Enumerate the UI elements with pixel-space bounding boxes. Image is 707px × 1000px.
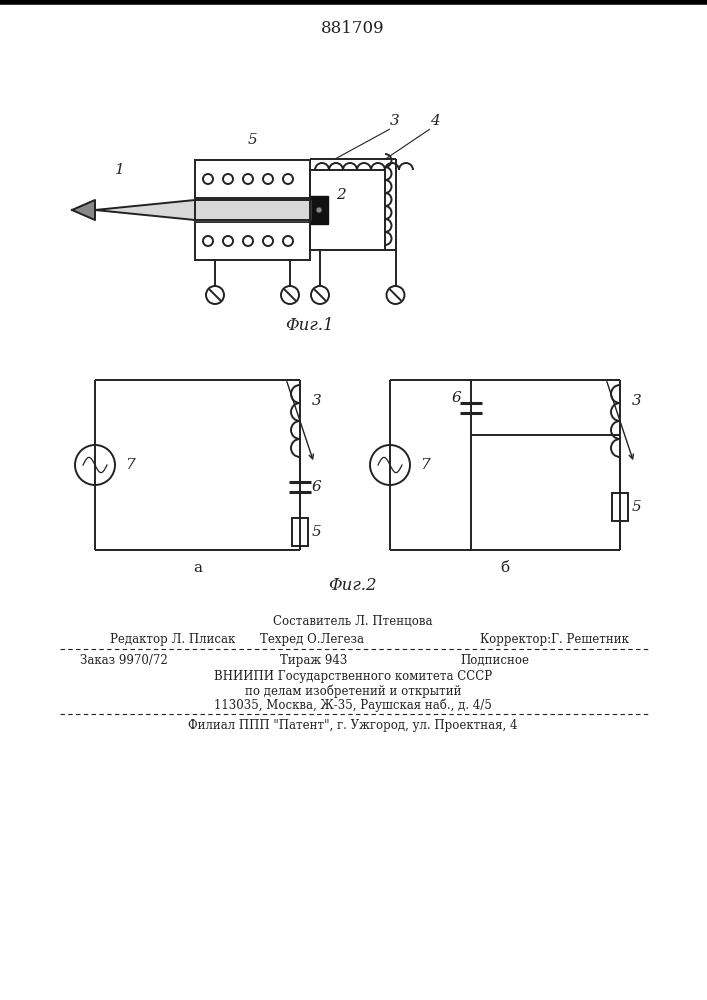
Bar <box>292 518 308 546</box>
Text: 7: 7 <box>125 458 135 472</box>
Text: 4: 4 <box>430 114 440 128</box>
Text: Филиал ППП "Патент", г. Ужгород, ул. Проектная, 4: Филиал ППП "Патент", г. Ужгород, ул. Про… <box>188 719 518 732</box>
Text: 6: 6 <box>312 480 322 494</box>
Text: Корректор:Г. Решетник: Корректор:Г. Решетник <box>480 633 629 646</box>
Bar <box>195 222 310 260</box>
Circle shape <box>281 286 299 304</box>
Circle shape <box>311 286 329 304</box>
Text: 6: 6 <box>452 390 462 404</box>
Text: Редактор Л. Плисак: Редактор Л. Плисак <box>110 633 235 646</box>
Circle shape <box>223 236 233 246</box>
Text: Составитель Л. Птенцова: Составитель Л. Птенцова <box>273 615 433 628</box>
Circle shape <box>263 236 273 246</box>
Text: 7: 7 <box>420 458 430 472</box>
Polygon shape <box>310 196 328 224</box>
Circle shape <box>203 174 213 184</box>
Text: 5: 5 <box>312 525 322 539</box>
Polygon shape <box>195 200 310 220</box>
Circle shape <box>316 207 322 213</box>
Circle shape <box>206 286 224 304</box>
Text: 113035, Москва, Ж-35, Раушская наб., д. 4/5: 113035, Москва, Ж-35, Раушская наб., д. … <box>214 698 492 712</box>
Circle shape <box>370 445 410 485</box>
Text: Заказ 9970/72: Заказ 9970/72 <box>80 654 168 667</box>
Polygon shape <box>72 200 95 220</box>
Text: по делам изобретений и открытий: по делам изобретений и открытий <box>245 684 461 698</box>
Text: б: б <box>501 561 510 575</box>
Circle shape <box>223 174 233 184</box>
Circle shape <box>263 174 273 184</box>
Text: Подписное: Подписное <box>460 654 529 667</box>
Bar <box>612 493 628 521</box>
Circle shape <box>243 174 253 184</box>
Text: Φиг.2: Φиг.2 <box>329 576 378 593</box>
Circle shape <box>203 236 213 246</box>
Text: 3: 3 <box>390 114 400 128</box>
Circle shape <box>283 174 293 184</box>
Text: Техред О.Легеза: Техред О.Легеза <box>260 633 364 646</box>
Bar <box>310 170 385 250</box>
Text: 3: 3 <box>312 394 322 408</box>
Circle shape <box>243 236 253 246</box>
Text: а: а <box>193 561 202 575</box>
Bar <box>195 160 310 198</box>
Text: 1: 1 <box>115 163 125 177</box>
Text: 5: 5 <box>247 133 257 147</box>
Polygon shape <box>95 200 195 220</box>
Text: Тираж 943: Тираж 943 <box>280 654 347 667</box>
Circle shape <box>387 286 404 304</box>
Text: 881709: 881709 <box>321 20 385 37</box>
Text: ВНИИПИ Государственного комитета СССР: ВНИИПИ Государственного комитета СССР <box>214 670 492 683</box>
Circle shape <box>283 236 293 246</box>
Circle shape <box>75 445 115 485</box>
Text: Φиг.1: Φиг.1 <box>286 316 334 334</box>
Text: 2: 2 <box>336 188 346 202</box>
Text: 5: 5 <box>632 500 642 514</box>
Text: 3: 3 <box>632 394 642 408</box>
